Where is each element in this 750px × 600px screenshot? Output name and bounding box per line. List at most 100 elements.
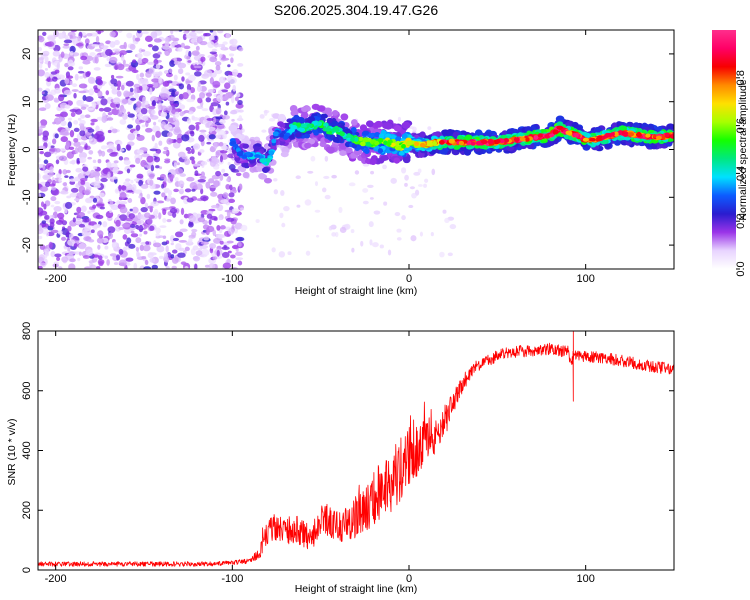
figure-title: S206.2025.304.19.47.G26: [274, 2, 438, 18]
heatmap-noise-cell: [171, 89, 175, 97]
heatmap-noise-cell: [66, 195, 72, 199]
heatmap-noise-cell: [119, 206, 128, 214]
heatmap-noise-cell: [38, 172, 41, 181]
heatmap-noise-cell: [180, 42, 186, 48]
heatmap-noise-cell: [64, 208, 68, 214]
heatmap-noise-cell: [158, 255, 164, 259]
heatmap-noise-cell: [78, 123, 85, 127]
heatmap-ridge-cell: [283, 134, 289, 140]
heatmap-noise-cell: [107, 111, 113, 116]
y-tick-label: -20: [21, 237, 33, 253]
heatmap-noise-cell: [175, 91, 180, 95]
heatmap-noise-cell: [196, 183, 203, 190]
heatmap-noise-cell: [226, 258, 231, 264]
heatmap-ridge-cell: [645, 133, 651, 138]
heatmap-noise-cell: [226, 178, 230, 182]
heatmap-noise-cell: [39, 186, 49, 192]
heatmap-ridge-cell: [448, 138, 455, 144]
heatmap-noise-cell: [38, 157, 41, 163]
heatmap-noise-cell: [97, 259, 105, 265]
heatmap-noise-cell: [56, 173, 62, 178]
heatmap-noise-cell: [209, 51, 218, 55]
heatmap-ridge-cell: [279, 122, 286, 128]
heatmap-noise-cell: [235, 172, 242, 177]
heatmap-noise-cell: [163, 256, 170, 263]
heatmap-ridge-cell: [544, 134, 551, 139]
heatmap-noise-cell: [61, 256, 69, 263]
heatmap-noise-cell: [39, 151, 45, 155]
heatmap-noise-cell: [350, 229, 355, 234]
heatmap-ridge-cell: [350, 119, 358, 126]
colorbar-label: Normalized spectral amplitude: [737, 79, 749, 220]
heatmap-noise-cell: [205, 181, 211, 189]
heatmap-noise-cell: [135, 246, 140, 252]
heatmap-noise-cell: [147, 205, 154, 209]
heatmap-noise-cell: [150, 164, 155, 172]
heatmap-noise-cell: [362, 188, 369, 193]
heatmap-noise-cell: [394, 212, 401, 217]
heatmap-noise-cell: [278, 251, 286, 258]
heatmap-noise-cell: [78, 242, 87, 250]
heatmap-noise-cell: [167, 96, 176, 101]
heatmap-noise-cell: [139, 233, 143, 237]
heatmap-noise-cell: [105, 90, 110, 96]
heatmap-noise-cell: [183, 109, 190, 114]
heatmap-noise-cell: [143, 266, 152, 269]
heatmap-noise-cell: [205, 122, 210, 128]
heatmap-ridge-cell: [377, 148, 384, 154]
heatmap-noise-cell: [92, 197, 98, 203]
heatmap-noise-cell: [324, 194, 331, 200]
heatmap-noise-cell: [180, 207, 185, 216]
heatmap-noise-cell: [186, 98, 195, 103]
heatmap-noise-cell: [418, 184, 423, 187]
heatmap-noise-cell: [148, 105, 156, 110]
heatmap-ridge-cell: [241, 154, 248, 159]
heatmap-noise-cell: [69, 258, 76, 263]
heatmap-noise-cell: [193, 42, 198, 46]
heatmap-noise-cell: [38, 62, 43, 69]
heatmap-noise-cell: [165, 266, 170, 269]
heatmap-noise-cell: [188, 31, 197, 37]
heatmap-ridge-cell: [377, 157, 385, 164]
heatmap-noise-cell: [323, 175, 330, 180]
heatmap-noise-cell: [154, 142, 158, 149]
heatmap-noise-cell: [199, 175, 207, 180]
heatmap-noise-cell: [223, 173, 229, 177]
heatmap-noise-cell: [185, 146, 192, 152]
heatmap-noise-cell: [109, 56, 118, 64]
heatmap-noise-cell: [140, 207, 148, 213]
heatmap-noise-cell: [230, 57, 234, 64]
heatmap-noise-cell: [119, 50, 128, 56]
heatmap-noise-cell: [219, 155, 223, 163]
heatmap-ridge-cell: [537, 133, 543, 138]
heatmap-noise-cell: [316, 234, 320, 238]
heatmap-noise-cell: [180, 261, 187, 265]
heatmap-noise-cell: [189, 182, 198, 190]
heatmap-noise-cell: [199, 91, 206, 99]
heatmap-noise-cell: [83, 224, 92, 232]
heatmap-noise-cell: [38, 47, 43, 52]
heatmap-noise-cell: [201, 73, 210, 79]
heatmap-noise-cell: [158, 166, 163, 170]
heatmap-noise-cell: [68, 251, 77, 255]
heatmap-noise-cell: [153, 81, 161, 88]
heatmap-noise-cell: [161, 45, 171, 50]
heatmap-noise-cell: [135, 106, 142, 114]
heatmap-noise-cell: [78, 152, 88, 159]
heatmap-noise-cell: [396, 228, 402, 233]
heatmap-ridge-cell: [277, 113, 286, 122]
heatmap-noise-cell: [218, 141, 224, 147]
heatmap-noise-cell: [122, 113, 128, 120]
heatmap-noise-cell: [42, 31, 47, 37]
heatmap-noise-cell: [268, 117, 276, 122]
heatmap-noise-cell: [80, 171, 85, 175]
heatmap-noise-cell: [237, 241, 242, 248]
heatmap-noise-cell: [111, 88, 118, 95]
heatmap-noise-cell: [80, 106, 87, 110]
heatmap-noise-cell: [67, 225, 72, 232]
heatmap-noise-cell: [208, 263, 216, 269]
heatmap-noise-cell: [204, 264, 210, 268]
colorbar-tick-label: 0.6: [735, 118, 747, 133]
heatmap-noise-cell: [186, 176, 195, 182]
